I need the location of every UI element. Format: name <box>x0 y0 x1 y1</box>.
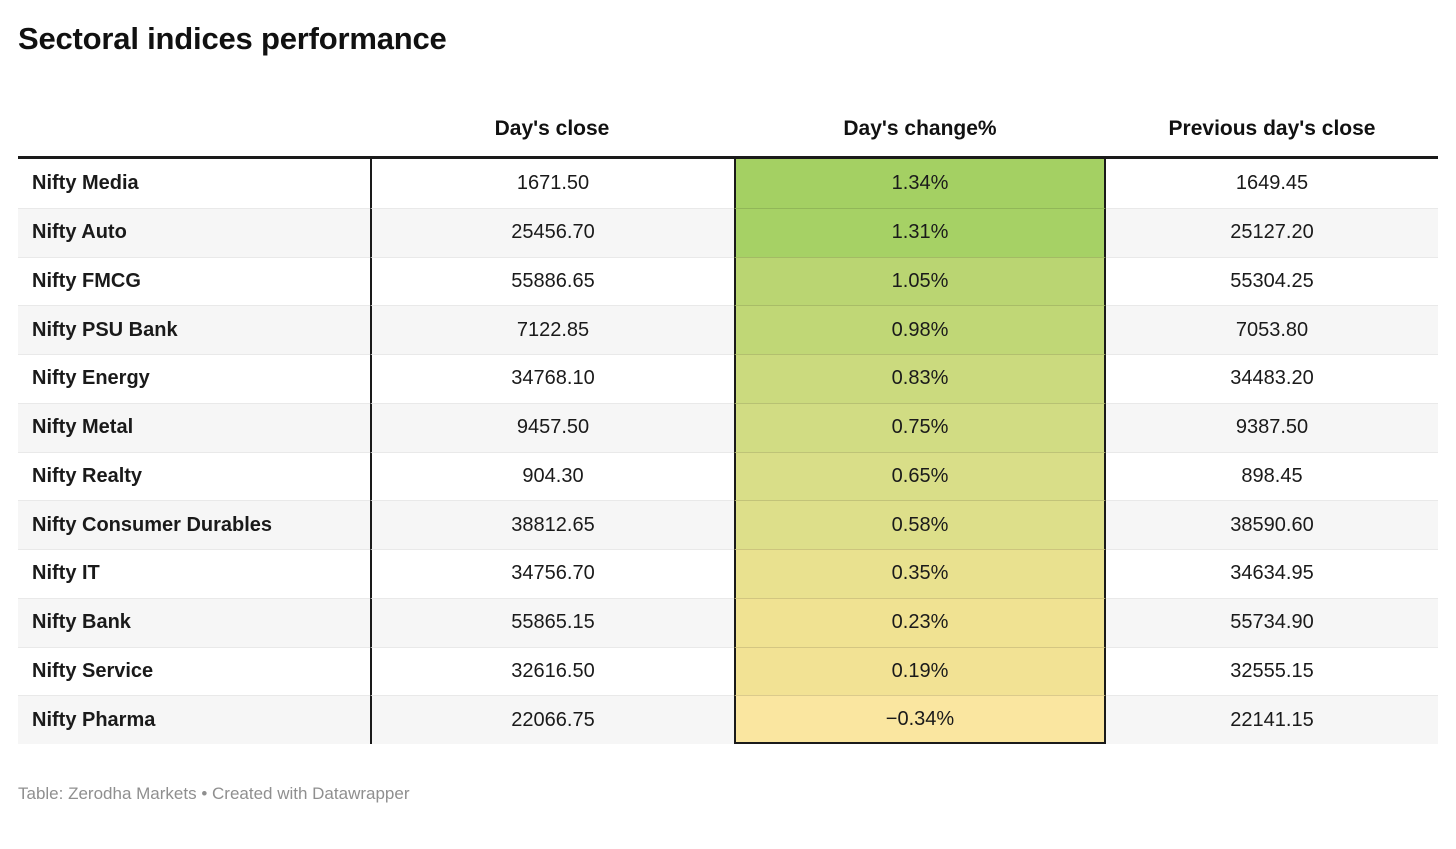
cell-prev-close: 898.45 <box>1106 451 1438 501</box>
row-label: Nifty Media <box>18 159 370 208</box>
cell-days-change: 0.58% <box>734 500 1106 549</box>
footer-prefix: Table: <box>18 784 69 803</box>
table-row: Nifty Energy 34768.10 0.83% 34483.20 <box>18 354 1438 403</box>
cell-days-change: 0.35% <box>734 549 1106 598</box>
cell-days-change: 0.23% <box>734 597 1106 647</box>
cell-prev-close: 34483.20 <box>1106 354 1438 403</box>
cell-days-close: 34768.10 <box>370 354 734 403</box>
cell-prev-close: 1649.45 <box>1106 159 1438 208</box>
cell-days-close: 9457.50 <box>370 402 734 452</box>
table-row: Nifty FMCG 55886.65 1.05% 55304.25 <box>18 256 1438 306</box>
row-label: Nifty Metal <box>18 402 370 452</box>
header-index-column <box>18 141 370 156</box>
table-row: Nifty Realty 904.30 0.65% 898.45 <box>18 451 1438 501</box>
cell-days-close: 38812.65 <box>370 500 734 549</box>
cell-prev-close: 9387.50 <box>1106 402 1438 452</box>
cell-days-close: 25456.70 <box>370 207 734 257</box>
table-row: Nifty Consumer Durables 38812.65 0.58% 3… <box>18 500 1438 549</box>
table-row: Nifty Metal 9457.50 0.75% 9387.50 <box>18 402 1438 452</box>
cell-days-close: 1671.50 <box>370 159 734 208</box>
footer-attribution: Table: Zerodha Markets • Created with Da… <box>18 784 1438 804</box>
cell-prev-close: 34634.95 <box>1106 549 1438 598</box>
cell-days-close: 55865.15 <box>370 597 734 647</box>
cell-days-close: 22066.75 <box>370 695 734 744</box>
table-row: Nifty Auto 25456.70 1.31% 25127.20 <box>18 207 1438 257</box>
row-label: Nifty Realty <box>18 451 370 501</box>
table-body: Nifty Media 1671.50 1.34% 1649.45 Nifty … <box>18 156 1438 744</box>
table-row: Nifty IT 34756.70 0.35% 34634.95 <box>18 549 1438 598</box>
cell-days-close: 7122.85 <box>370 305 734 354</box>
cell-prev-close: 7053.80 <box>1106 305 1438 354</box>
cell-days-change: 1.05% <box>734 256 1106 306</box>
cell-days-change: 0.75% <box>734 402 1106 452</box>
table-header-row: Day's close Day's change% Previous day's… <box>18 57 1438 156</box>
table-row: Nifty Service 32616.50 0.19% 32555.15 <box>18 646 1438 696</box>
row-label: Nifty Bank <box>18 597 370 647</box>
header-previous-days-close: Previous day's close <box>1168 117 1376 140</box>
row-label: Nifty Service <box>18 646 370 696</box>
cell-prev-close: 55734.90 <box>1106 597 1438 647</box>
cell-days-close: 34756.70 <box>370 549 734 598</box>
cell-prev-close: 55304.25 <box>1106 256 1438 306</box>
row-label: Nifty Consumer Durables <box>18 500 370 549</box>
cell-prev-close: 38590.60 <box>1106 500 1438 549</box>
cell-days-close: 55886.65 <box>370 256 734 306</box>
row-label: Nifty FMCG <box>18 256 370 306</box>
row-label: Nifty Pharma <box>18 695 370 744</box>
cell-days-change: 0.19% <box>734 646 1106 696</box>
row-label: Nifty IT <box>18 549 370 598</box>
row-label: Nifty PSU Bank <box>18 305 370 354</box>
cell-days-change: 1.34% <box>734 159 1106 208</box>
footer-separator: • <box>196 784 212 803</box>
cell-days-change: 1.31% <box>734 207 1106 257</box>
cell-days-change: 0.83% <box>734 354 1106 403</box>
cell-prev-close: 32555.15 <box>1106 646 1438 696</box>
footer-datawrapper-link[interactable]: Created with Datawrapper <box>212 784 410 803</box>
cell-days-close: 904.30 <box>370 451 734 501</box>
datawrapper-table: Sectoral indices performance Day's close… <box>0 21 1456 804</box>
footer-source-link[interactable]: Zerodha Markets <box>68 784 197 803</box>
page-title: Sectoral indices performance <box>18 21 447 56</box>
header-days-close: Day's close <box>494 117 610 140</box>
table-row: Nifty Bank 55865.15 0.23% 55734.90 <box>18 597 1438 647</box>
cell-days-change: 0.65% <box>734 451 1106 501</box>
header-days-change: Day's change% <box>843 117 997 140</box>
table-row: Nifty Pharma 22066.75 −0.34% 22141.15 <box>18 695 1438 744</box>
row-label: Nifty Energy <box>18 354 370 403</box>
table-row: Nifty PSU Bank 7122.85 0.98% 7053.80 <box>18 305 1438 354</box>
cell-prev-close: 25127.20 <box>1106 207 1438 257</box>
cell-prev-close: 22141.15 <box>1106 695 1438 744</box>
cell-days-change: 0.98% <box>734 305 1106 354</box>
cell-days-close: 32616.50 <box>370 646 734 696</box>
cell-days-change: −0.34% <box>734 695 1106 744</box>
table-row: Nifty Media 1671.50 1.34% 1649.45 <box>18 159 1438 208</box>
row-label: Nifty Auto <box>18 207 370 257</box>
